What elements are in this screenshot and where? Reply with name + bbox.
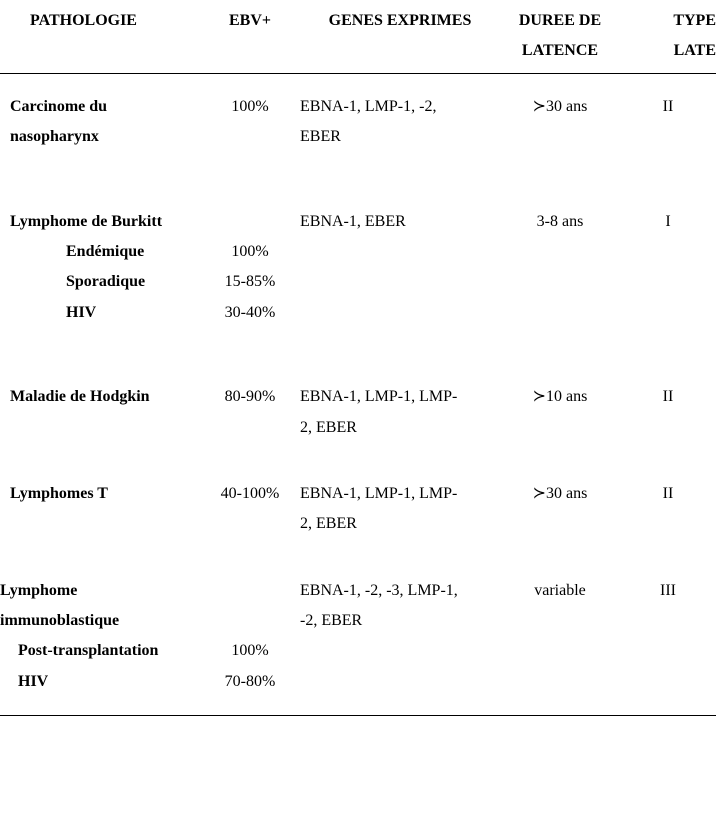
cell-ebv: 40-100% (200, 479, 300, 509)
cell-path: immunoblastique (0, 606, 200, 636)
cell-genes: 2, EBER (300, 413, 500, 443)
cell-ebv: 70-80% (200, 667, 300, 697)
table-row: immunoblastique -2, EBER (0, 606, 716, 636)
table-row: Lymphome EBNA-1, -2, -3, LMP-1, variable… (0, 576, 716, 606)
cell-duree: 3-8 ans (500, 207, 620, 237)
cell-ebv: 30-40% (200, 298, 300, 328)
cell-genes: EBNA-1, -2, -3, LMP-1, (300, 576, 500, 606)
cell-path-sub: Post-transplantation (0, 636, 200, 666)
cell-duree: ≻30 ans (500, 92, 620, 122)
table-row: HIV 30-40% (0, 298, 716, 328)
table-row: 2, EBER (0, 413, 716, 443)
cell-genes: EBNA-1, EBER (300, 207, 500, 237)
cell-duree: ≻30 ans (500, 479, 620, 509)
cell-path: nasopharynx (0, 122, 200, 152)
cell-genes: -2, EBER (300, 606, 500, 636)
cell-genes: 2, EBER (300, 509, 500, 539)
table-row: HIV 70-80% (0, 667, 716, 697)
cell-path-sub: HIV (0, 667, 200, 697)
cell-duree: variable (500, 576, 620, 606)
cell-path: Lymphome de Burkitt (0, 207, 200, 237)
col-genes: GENES EXPRIMES (300, 0, 500, 73)
col-duree-2: LATENCE (500, 36, 620, 73)
cell-type: II (620, 479, 716, 509)
cell-path: Lymphome (0, 576, 200, 606)
table-row: Lymphome de Burkitt EBNA-1, EBER 3-8 ans… (0, 207, 716, 237)
cell-type: II (620, 92, 716, 122)
cell-genes: EBER (300, 122, 500, 152)
cell-type: II (620, 382, 716, 412)
cell-path: Lymphomes T (0, 479, 200, 509)
table-row: Sporadique 15-85% (0, 267, 716, 297)
cell-duree: ≻10 ans (500, 382, 620, 412)
col-pathologie: PATHOLOGIE (0, 0, 200, 73)
table-row: Maladie de Hodgkin 80-90% EBNA-1, LMP-1,… (0, 382, 716, 412)
col-duree-1: DUREE DE (500, 0, 620, 36)
cell-path-sub: Endémique (0, 237, 200, 267)
col-ebv: EBV+ (200, 0, 300, 73)
cell-type: III (620, 576, 716, 606)
page: PATHOLOGIE EBV+ GENES EXPRIMES DUREE DE … (0, 0, 716, 836)
table-body: Carcinome du 100% EBNA-1, LMP-1, -2, ≻30… (0, 73, 716, 715)
cell-type: I (620, 207, 716, 237)
table-row: 2, EBER (0, 509, 716, 539)
table-row: Endémique 100% (0, 237, 716, 267)
table-row: nasopharynx EBER (0, 122, 716, 152)
cell-genes: EBNA-1, LMP-1, LMP- (300, 382, 500, 412)
col-type-1: TYPE (620, 0, 716, 36)
cell-ebv: 100% (200, 237, 300, 267)
cell-ebv: 100% (200, 636, 300, 666)
cell-genes: EBNA-1, LMP-1, -2, (300, 92, 500, 122)
cell-genes: EBNA-1, LMP-1, LMP- (300, 479, 500, 509)
cell-path-sub: Sporadique (0, 267, 200, 297)
col-type-2: LATE (620, 36, 716, 73)
cell-path: Carcinome du (0, 92, 200, 122)
cell-path: Maladie de Hodgkin (0, 382, 200, 412)
cell-ebv: 15-85% (200, 267, 300, 297)
table-header: PATHOLOGIE EBV+ GENES EXPRIMES DUREE DE … (0, 0, 716, 73)
cell-path-sub: HIV (0, 298, 200, 328)
pathology-table: PATHOLOGIE EBV+ GENES EXPRIMES DUREE DE … (0, 0, 716, 716)
cell-ebv: 80-90% (200, 382, 300, 412)
table-row: Lymphomes T 40-100% EBNA-1, LMP-1, LMP- … (0, 479, 716, 509)
table-row: Post-transplantation 100% (0, 636, 716, 666)
cell-ebv: 100% (200, 92, 300, 122)
table-row: Carcinome du 100% EBNA-1, LMP-1, -2, ≻30… (0, 92, 716, 122)
